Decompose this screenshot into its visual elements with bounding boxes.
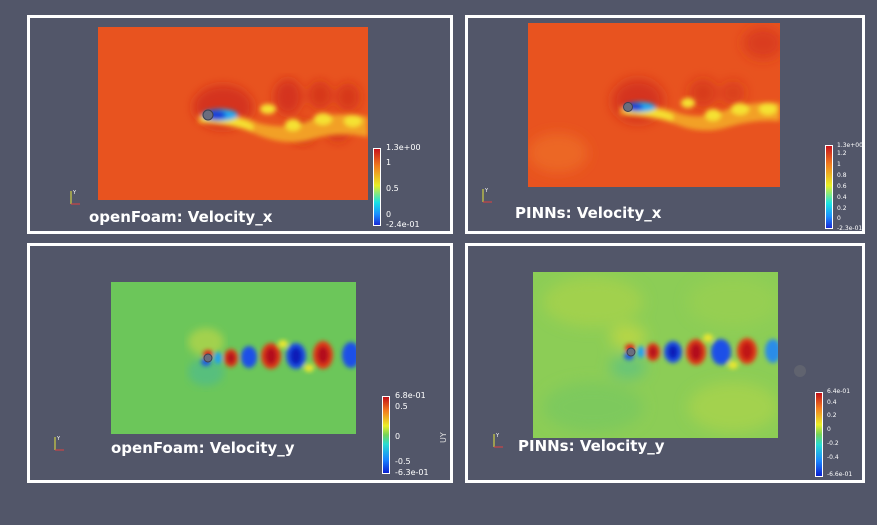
colorbar-tick-label: 0.4 [827,399,837,406]
colorbar-tick-label: 0 [395,432,401,441]
panel-caption: PINNs: Velocity_x [515,204,662,222]
colorbar [373,148,381,226]
colorbar-tick-label: 0.4 [837,194,847,201]
velocity-x-field-pinns [528,23,780,187]
velocity-y-field-openfoam [111,282,356,434]
colorbar-tick-label: 0.5 [395,402,408,411]
svg-text:Y: Y [72,190,77,196]
colorbar-tick-label: 0 [827,426,831,433]
colorbar [382,396,390,474]
panel-caption: PINNs: Velocity_y [518,437,665,455]
svg-text:Y: Y [495,433,500,439]
velocity-x-field-openfoam [98,27,368,200]
axis-orientation-icon: Y [491,431,505,453]
colorbar-tick-label: -6.6e-01 [827,471,853,478]
colorbar-tick-label: 0.8 [837,172,847,179]
panel-pinns-velocity-x: Y PINNs: Velocity_x 1.3e+00 1.2 1 0.8 0.… [465,15,865,234]
colorbar-tick-label: 0.5 [386,184,399,193]
colorbar-tick-label: 6.4e-01 [827,388,851,395]
cylinder-marker [793,364,807,378]
velocity-y-field-pinns [533,272,778,438]
colorbar-tick-label: -2.3e-01 [837,225,863,232]
svg-text:Y: Y [56,436,61,442]
panel-caption: openFoam: Velocity_x [89,208,273,226]
colorbar-tick-label: 0.2 [827,412,837,419]
panel-pinns-velocity-y: Y PINNs: Velocity_y 6.4e-01 0.4 0.2 0 -0… [465,243,865,483]
colorbar-tick-label: -2.4e-01 [386,220,420,229]
colorbar [815,392,823,477]
colorbar-tick-label: 1.3e+00 [837,142,863,149]
colorbar-tick-label: -0.5 [395,457,411,466]
colorbar-tick-label: -6.3e-01 [395,468,429,477]
colorbar-tick-label: 6.8e-01 [395,391,426,400]
colorbar-tick-label: 1 [386,158,392,167]
colorbar-tick-label: 0 [837,215,841,222]
panel-caption: openFoam: Velocity_y [111,439,295,457]
axis-orientation-icon: Y [52,434,66,456]
colorbar-tick-label: 0.2 [837,205,847,212]
svg-text:Y: Y [484,188,489,194]
axis-orientation-icon: Y [68,188,82,210]
colorbar-tick-label: 1.2 [837,150,847,157]
colorbar-tick-label: 1.3e+00 [386,143,421,152]
panel-openfoam-velocity-y: Y openFoam: Velocity_y 6.8e-01 0.5 0 -0.… [27,243,453,483]
colorbar-tick-label: 1 [837,161,841,168]
colorbar-tick-label: -0.2 [827,440,839,447]
colorbar-title: UY [439,432,448,443]
colorbar [825,145,833,229]
colorbar-tick-label: 0 [386,210,392,219]
axis-orientation-icon: Y [480,186,494,208]
colorbar-tick-label: 0.6 [837,183,847,190]
colorbar-tick-label: -0.4 [827,454,839,461]
panel-openfoam-velocity-x: Y openFoam: Velocity_x 1.3e+00 1 0.5 0 -… [27,15,453,234]
